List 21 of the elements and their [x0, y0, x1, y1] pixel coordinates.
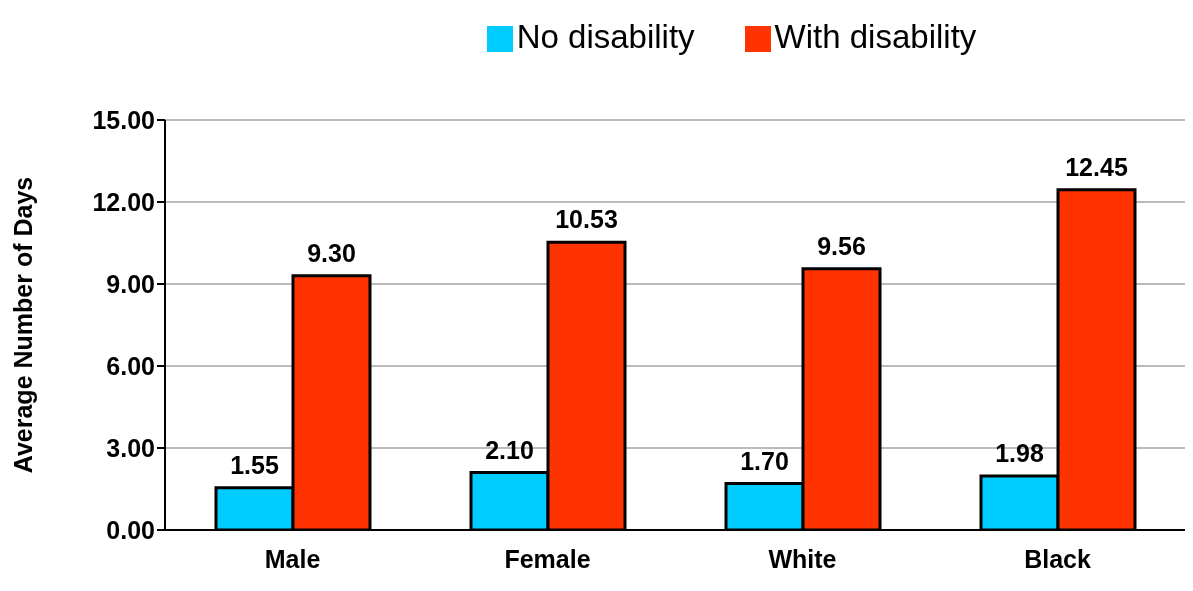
y-tick-label: 12.00 — [92, 187, 155, 216]
data-label: 1.70 — [740, 446, 789, 475]
data-label: 9.56 — [817, 231, 866, 260]
data-label: 9.30 — [307, 238, 356, 267]
data-label: 2.10 — [485, 435, 534, 464]
y-tick-label: 9.00 — [106, 269, 155, 298]
data-label: 12.45 — [1065, 152, 1128, 181]
y-axis-title: Average Number of Days — [8, 176, 37, 474]
legend-label: With disability — [774, 18, 977, 55]
data-label: 10.53 — [555, 205, 618, 234]
y-tick-label: 6.00 — [106, 351, 155, 380]
y-tick-label: 3.00 — [106, 433, 155, 462]
data-label: 1.55 — [230, 450, 279, 479]
y-tick-label: 0.00 — [106, 515, 155, 544]
legend-label: No disability — [516, 18, 695, 55]
x-tick-label: Female — [504, 544, 591, 573]
x-tick-label: White — [768, 544, 837, 573]
y-tick-label: 15.00 — [92, 105, 155, 134]
x-tick-label: Black — [1024, 544, 1091, 573]
x-tick-label: Male — [264, 544, 321, 573]
data-label: 1.98 — [995, 438, 1044, 467]
